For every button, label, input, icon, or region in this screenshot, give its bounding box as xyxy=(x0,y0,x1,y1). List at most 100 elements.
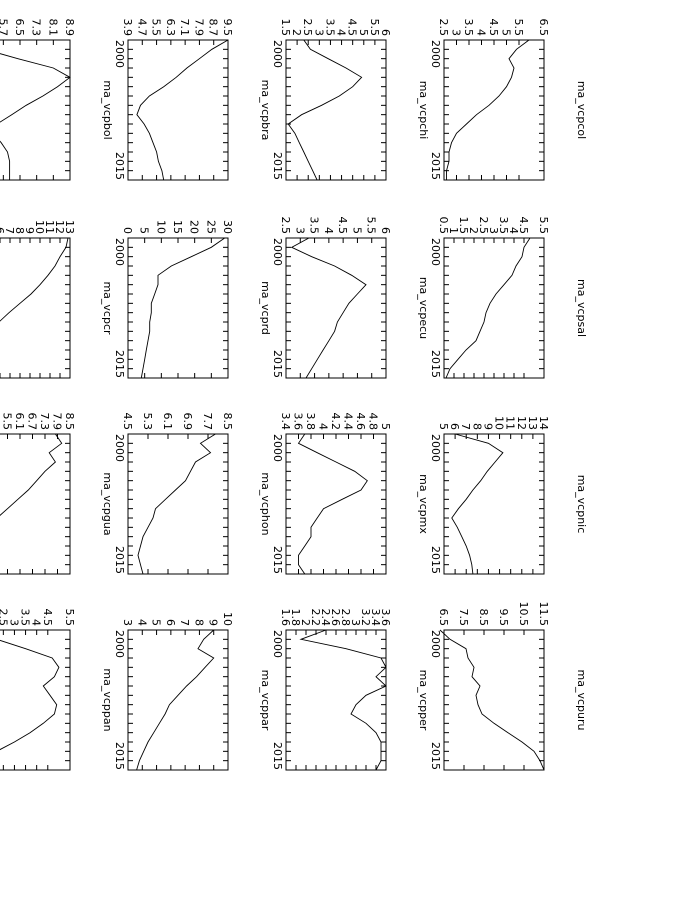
y-tick-label: 8.5 xyxy=(477,609,490,627)
y-tick-label: 0 xyxy=(121,227,134,234)
y-tick-label: 9 xyxy=(23,227,36,234)
y-tick-label: 7.9 xyxy=(192,19,205,37)
x-tick-label: 2000 xyxy=(113,630,126,658)
plot-frame xyxy=(285,39,387,181)
x-tick-label: 2015 xyxy=(429,546,442,574)
y-tick-label: 1.5 xyxy=(279,19,292,37)
y-tick-label: 5 xyxy=(437,423,450,430)
y-tick-label: 4.5 xyxy=(346,19,359,37)
y-tick-label: 6.5 xyxy=(437,609,450,627)
y-tick-label: 8.1 xyxy=(46,19,59,37)
plot-frame xyxy=(127,433,229,575)
panel-ma_vcppan: 5.54.543.532.521.5120002015ma_vcppan xyxy=(0,609,114,771)
y-tick-label: 12 xyxy=(515,416,528,430)
y-tick-label: 6 xyxy=(164,619,177,626)
y-tick-label: 20 xyxy=(188,220,201,234)
y-tick-label: 7 xyxy=(3,227,16,234)
y-tick-label: 3.9 xyxy=(121,19,134,37)
y-tick-label: 8.7 xyxy=(207,19,220,37)
y-tick-label: 7 xyxy=(178,619,191,626)
y-tick-label: 11.5 xyxy=(537,602,550,627)
x-tick-label: 2000 xyxy=(113,40,126,68)
x-tick-label: 2015 xyxy=(429,742,442,770)
y-tick-label: 15 xyxy=(171,220,184,234)
y-tick-label: 2.4 xyxy=(319,609,332,627)
y-tick-label: 4 xyxy=(30,619,43,626)
y-tick-label: 3 xyxy=(7,619,20,626)
y-tick-label: 3.5 xyxy=(323,19,336,37)
y-tick-label: 4.5 xyxy=(121,413,134,431)
y-tick-label: 1.5 xyxy=(457,217,470,235)
y-tick-label: 7.1 xyxy=(178,19,191,37)
y-tick-label: 3.6 xyxy=(292,413,305,431)
panel-title: ma_vcppar xyxy=(259,670,272,731)
x-tick-label: 2000 xyxy=(429,40,442,68)
series-line xyxy=(136,39,229,181)
y-tick-label: 7.5 xyxy=(457,609,470,627)
y-tick-label: 25 xyxy=(204,220,217,234)
y-tick-label: 9 xyxy=(481,423,494,430)
y-tick-label: 5.5 xyxy=(1,413,14,431)
y-tick-label: 2.8 xyxy=(339,609,352,627)
x-tick-label: 2000 xyxy=(271,434,284,462)
x-tick-label: 2000 xyxy=(113,434,126,462)
plot-frame xyxy=(285,433,387,575)
panel-title: ma_vcpbol xyxy=(101,80,114,139)
y-tick-label: 10 xyxy=(221,612,234,626)
y-tick-label: 4.5 xyxy=(517,217,530,235)
y-tick-label: 5 xyxy=(150,619,163,626)
plot-frame xyxy=(127,39,229,181)
x-tick-label: 2015 xyxy=(113,152,126,180)
y-tick-label: 5 xyxy=(357,29,370,36)
y-tick-label: 8.5 xyxy=(221,413,234,431)
y-tick-label: 7.7 xyxy=(201,413,214,431)
y-tick-label: 10.5 xyxy=(517,602,530,627)
panel-title: ma_vcpcr xyxy=(101,281,114,335)
y-tick-label: 6.5 xyxy=(13,19,26,37)
plot-frame xyxy=(127,237,229,379)
y-tick-label: 7.3 xyxy=(30,19,43,37)
x-tick-label: 2000 xyxy=(429,630,442,658)
plot-frame xyxy=(443,629,545,771)
y-tick-label: 3.6 xyxy=(379,609,392,627)
plot-frame xyxy=(443,433,545,575)
panel-title: ma_vcpchi xyxy=(417,81,430,140)
y-tick-label: 6.1 xyxy=(161,413,174,431)
y-tick-label: 5.5 xyxy=(537,217,550,235)
panel-title: ma_vcpper xyxy=(417,670,430,731)
y-tick-label: 10 xyxy=(154,220,167,234)
panel-title: ma_vcprd xyxy=(259,281,272,335)
panel-ma_vcpmx: 54.84.64.44.243.83.63.4 2000 2015 ma_vcpmx xyxy=(271,413,430,575)
y-tick-label: 6.5 xyxy=(537,19,550,37)
y-tick-label: 4.8 xyxy=(367,413,380,431)
y-tick-label: 11 xyxy=(504,416,517,430)
y-tick-label: 13 xyxy=(63,220,76,234)
y-tick-label: 2 xyxy=(467,227,480,234)
panel-title: ma_vcpgua xyxy=(101,472,114,535)
y-tick-label: 4.5 xyxy=(41,609,54,627)
y-tick-label: 6.7 xyxy=(26,413,39,431)
y-tick-label: 7.3 xyxy=(38,413,51,431)
y-tick-label: 12 xyxy=(53,220,66,234)
y-tick-label: 2.2 xyxy=(309,609,322,627)
y-tick-label: 9.5 xyxy=(497,609,510,627)
y-tick-label: 9.5 xyxy=(221,19,234,37)
y-tick-label: 6 xyxy=(0,227,6,234)
panel-ma_vcpper: 3.63.43.232.82.62.42.221.81.6 2000 2015 ma_… xyxy=(271,609,430,771)
y-tick-label: 4.5 xyxy=(487,19,500,37)
series-line xyxy=(137,433,216,575)
plot-frame xyxy=(443,39,545,181)
x-tick-label: 2015 xyxy=(271,546,284,574)
y-tick-label: 4 xyxy=(322,227,335,234)
x-tick-label: 2015 xyxy=(113,350,126,378)
y-tick-label: 4.2 xyxy=(329,413,342,431)
y-tick-label: 5 xyxy=(138,227,151,234)
y-tick-label: 5.5 xyxy=(63,609,76,627)
y-tick-label: 1.6 xyxy=(279,609,292,627)
panel-ma_vcpsal: 5.5 4.543.532.521.510.5 2000 2015 ma_vcpsal xyxy=(429,217,588,379)
y-tick-label: 5 xyxy=(379,423,392,430)
y-tick-label: 4 xyxy=(507,227,520,234)
